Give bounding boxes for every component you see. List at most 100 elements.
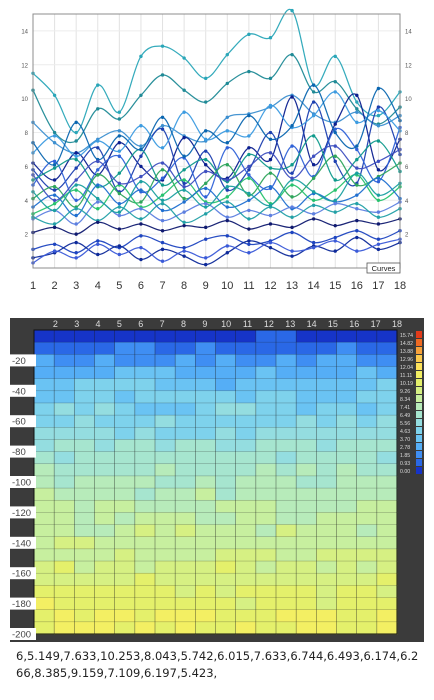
contour-cell [376, 500, 398, 513]
contour-cell [134, 475, 156, 489]
contour-cell [235, 427, 257, 441]
series-line [32, 155, 401, 208]
series-point [311, 203, 316, 208]
contour-cell [155, 512, 176, 526]
contour-cell [276, 439, 297, 453]
contour-y-tick-label: -160 [12, 569, 31, 580]
series-line [32, 236, 401, 266]
series-point [225, 185, 229, 189]
contour-cell [376, 330, 398, 343]
contour-cell [74, 342, 96, 355]
series-point [247, 146, 251, 150]
series-point [117, 134, 122, 138]
contour-cell [175, 390, 196, 404]
contour-cell [296, 621, 317, 635]
y-tick-label-left: 6 [25, 165, 29, 171]
contour-cell [336, 390, 358, 404]
contour-cell [155, 597, 176, 611]
series-line [32, 84, 401, 166]
contour-cell [336, 548, 358, 562]
contour-cell [255, 463, 277, 477]
series-point [96, 173, 100, 177]
contour-cell [195, 597, 217, 611]
series-point [182, 168, 186, 172]
contour-cell [215, 561, 237, 574]
x-tick-label: 3 [73, 280, 79, 292]
series-point [268, 157, 273, 162]
series-point [290, 215, 294, 219]
y-tick-label-left: 14 [21, 29, 28, 35]
contour-cell [356, 621, 378, 635]
x-tick-label: 1 [30, 280, 36, 292]
legend-value-label: 13.88 [400, 349, 413, 355]
contour-cell [134, 573, 156, 586]
legend-swatch [416, 339, 422, 346]
contour-cell [356, 330, 378, 343]
series-point [376, 108, 381, 113]
legend-swatch [416, 395, 422, 402]
contour-cell [175, 342, 196, 355]
contour-cell [175, 354, 196, 368]
series-point [139, 188, 143, 192]
series-point [74, 183, 78, 187]
series-point [96, 196, 100, 201]
contour-cell [356, 488, 378, 501]
contour-x-tick-label: 11 [243, 319, 252, 329]
series-point [117, 210, 122, 214]
contour-cell [74, 463, 96, 477]
contour-cell [34, 585, 55, 599]
series-point [160, 73, 165, 77]
series-point [139, 154, 143, 158]
series-point [268, 130, 273, 135]
contour-cell [296, 463, 317, 477]
contour-cell [215, 524, 237, 538]
contour-y-tick-label: -40 [12, 386, 26, 397]
series-point [52, 185, 57, 189]
series-point [204, 181, 208, 186]
legend-swatch [416, 443, 422, 450]
series-point [355, 166, 359, 170]
contour-cell [94, 463, 116, 477]
contour-cell [175, 439, 196, 453]
series-point [355, 144, 359, 148]
contour-cell [134, 585, 156, 599]
contour-cell [134, 512, 156, 526]
contour-cell [54, 524, 75, 538]
series-point [355, 120, 359, 125]
series-point [74, 130, 78, 135]
legend-swatch [416, 331, 422, 338]
contour-cell [235, 439, 257, 453]
series-point [225, 163, 229, 167]
series-point [247, 32, 251, 37]
contour-cell [155, 354, 176, 368]
series-point [268, 203, 273, 208]
series-point [139, 207, 143, 211]
legend-label: Curves [372, 264, 396, 273]
series-point [290, 183, 294, 187]
series-point [333, 154, 337, 158]
series-point [117, 252, 122, 257]
series-point [160, 259, 165, 263]
contour-cell [235, 621, 257, 635]
contour-cell [376, 524, 398, 538]
series-point [139, 217, 143, 221]
contour-cell [54, 500, 75, 513]
contour-cell [356, 524, 378, 538]
contour-cell [114, 366, 136, 380]
legend-value-label: 5.56 [400, 421, 410, 427]
series-line [32, 145, 401, 201]
contour-cell [54, 330, 75, 343]
contour-cell [74, 536, 96, 550]
series-point [52, 201, 57, 206]
contour-cell [296, 366, 317, 380]
contour-cell [356, 500, 378, 513]
y-tick-label-right: 12 [405, 63, 412, 69]
contour-cell [114, 512, 136, 526]
series-point [182, 220, 186, 224]
contour-cell [54, 439, 75, 453]
contour-cell [376, 378, 398, 392]
series-point [160, 146, 165, 150]
contour-cell [215, 621, 237, 635]
series-point [290, 230, 294, 235]
contour-cell [376, 366, 398, 380]
